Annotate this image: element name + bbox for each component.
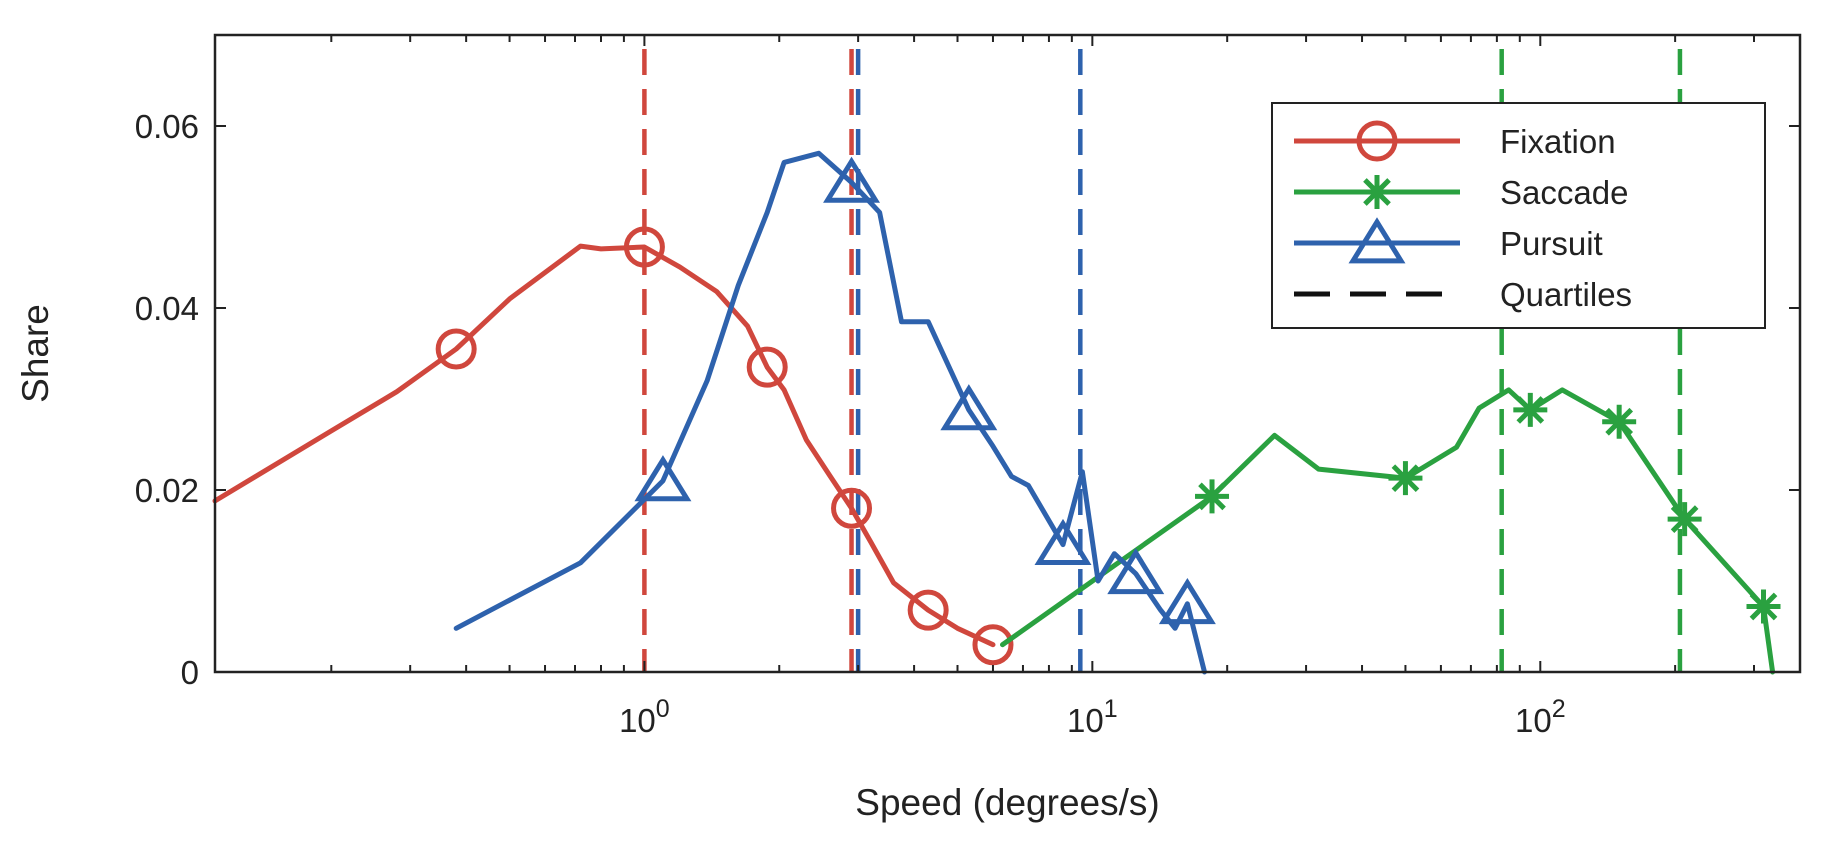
y-axis-title: Share xyxy=(15,304,56,403)
data-point-saccade xyxy=(1195,479,1230,514)
y-tick-label: 0.04 xyxy=(135,290,199,327)
data-point-fixation xyxy=(972,624,1014,666)
legend-item-fixation: Fixation xyxy=(1294,120,1616,162)
data-point-pursuit xyxy=(1107,547,1165,595)
data-point-fixation xyxy=(623,226,665,268)
series-line-fixation xyxy=(212,243,996,648)
y-tick-label: 0 xyxy=(181,654,199,691)
series-fixation xyxy=(212,226,1014,666)
series-layer xyxy=(212,150,1781,675)
data-point-saccade xyxy=(1667,502,1702,537)
data-point-fixation xyxy=(831,487,873,529)
legend: Fixation Saccade Pursuit Quartiles xyxy=(1271,102,1766,329)
legend-label-pursuit: Pursuit xyxy=(1500,225,1603,262)
legend-label-saccade: Saccade xyxy=(1500,174,1628,211)
y-tick-label: 0.02 xyxy=(135,472,199,509)
series-saccade xyxy=(1000,387,1781,675)
legend-item-pursuit: Pursuit xyxy=(1294,217,1603,264)
legend-label-fixation: Fixation xyxy=(1500,123,1616,160)
axis-ticks: 0 0.02 0.04 0.06 100 101 102 xyxy=(135,35,1800,739)
legend-marker-fixation xyxy=(1356,120,1398,162)
data-point-fixation xyxy=(435,328,477,370)
x-tick-label: 102 xyxy=(1515,695,1566,739)
series-line-saccade xyxy=(1000,387,1776,675)
data-point-saccade xyxy=(1746,589,1781,624)
legend-marker-pursuit xyxy=(1348,217,1406,264)
legend-marker-saccade xyxy=(1360,175,1394,209)
data-point-pursuit xyxy=(634,455,692,502)
series-pursuit xyxy=(453,150,1216,675)
series-line-pursuit xyxy=(453,150,1207,675)
data-point-fixation xyxy=(907,589,949,631)
data-point-saccade xyxy=(1602,404,1637,439)
legend-item-quartiles: Quartiles xyxy=(1294,276,1632,313)
plot-frame xyxy=(213,33,1802,674)
data-point-pursuit xyxy=(1034,518,1092,565)
x-axis-title: Speed (degrees/s) xyxy=(855,782,1159,823)
data-point-saccade xyxy=(1513,392,1548,427)
data-point-pursuit xyxy=(1158,577,1216,625)
data-point-pursuit xyxy=(823,156,881,203)
data-point-fixation xyxy=(746,346,788,388)
y-tick-label: 0.06 xyxy=(135,108,199,145)
legend-label-quartiles: Quartiles xyxy=(1500,276,1632,313)
x-tick-label: 100 xyxy=(619,695,670,739)
data-point-pursuit xyxy=(940,384,998,431)
x-tick-label: 101 xyxy=(1067,695,1118,739)
data-point-saccade xyxy=(1388,461,1423,496)
legend-item-saccade: Saccade xyxy=(1294,174,1628,211)
